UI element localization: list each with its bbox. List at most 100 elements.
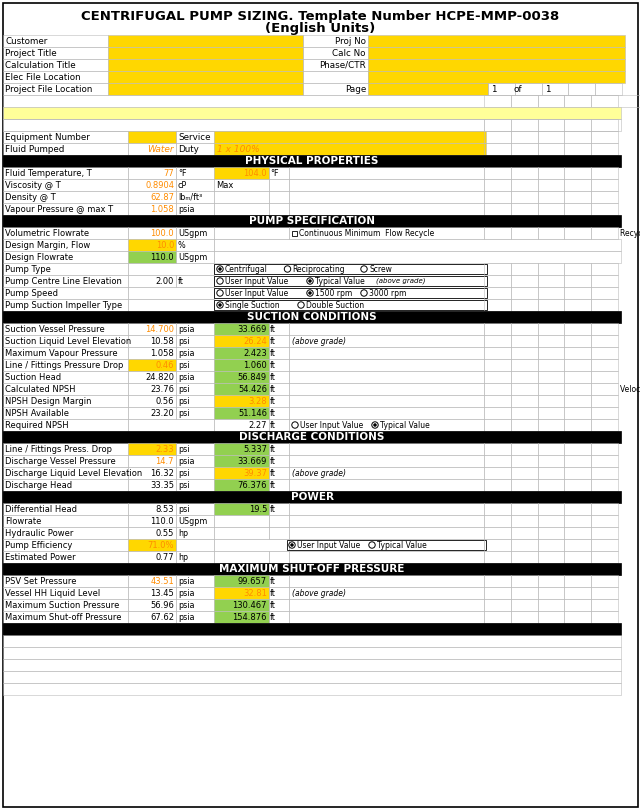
Bar [214,611,269,623]
Text: psia: psia [178,457,195,466]
Bar [214,383,269,395]
Text: 1500 rpm: 1500 rpm [315,288,352,297]
Bar [176,131,214,143]
Text: Single Suction: Single Suction [225,301,280,309]
Bar [538,203,564,215]
Bar [591,359,618,371]
Bar [511,191,538,203]
Bar [484,503,511,515]
Bar [269,455,289,467]
Bar [484,179,511,191]
Bar [3,515,128,527]
Bar [538,407,564,419]
Text: °F: °F [270,168,278,177]
Text: psia: psia [178,373,195,382]
Text: °F: °F [178,168,186,177]
Bar [3,71,108,83]
Bar [289,227,484,239]
Bar [214,143,486,155]
Bar [269,371,289,383]
Bar [289,587,484,599]
Bar [515,83,541,95]
Bar [591,167,618,179]
Text: Pump Type: Pump Type [5,265,51,274]
Text: 0.56: 0.56 [156,397,174,406]
Bar [289,575,484,587]
Bar [214,407,269,419]
Text: ft: ft [270,360,276,369]
Bar [128,443,176,455]
Bar [3,263,128,275]
Text: USgpm: USgpm [178,253,207,262]
Text: PUMP SPECIFICATION: PUMP SPECIFICATION [249,216,375,226]
Bar [484,203,511,215]
Bar [564,539,591,551]
Text: Velocity Head Info: Velocity Head Info [620,385,640,394]
Bar [511,167,538,179]
Text: 76.376: 76.376 [237,480,267,489]
Bar [176,203,214,215]
Text: 19.5: 19.5 [248,505,267,514]
Bar [3,191,128,203]
Bar [511,143,538,155]
Bar [564,587,591,599]
Bar [289,407,484,419]
Circle shape [284,266,291,272]
Bar [591,551,618,563]
Bar [591,599,618,611]
Bar [591,527,618,539]
Bar [214,300,487,310]
Bar [3,119,484,131]
Text: 23.76: 23.76 [150,385,174,394]
Bar [214,191,269,203]
Circle shape [298,302,304,308]
Text: ft: ft [270,505,276,514]
Bar [176,359,214,371]
Text: 56.96: 56.96 [150,600,174,609]
Text: Phase/CTR: Phase/CTR [319,61,366,70]
Bar [128,347,176,359]
Bar [176,587,214,599]
Text: cP: cP [178,181,188,190]
Bar [3,395,128,407]
Bar [289,443,484,455]
Text: psia: psia [178,612,195,621]
Text: Customer: Customer [5,36,47,45]
Bar [128,611,176,623]
Bar [484,347,511,359]
Bar [564,143,591,155]
Bar [538,119,564,131]
Text: Line / Fittings Press. Drop: Line / Fittings Press. Drop [5,445,112,454]
Bar [128,335,176,347]
Bar [214,276,487,286]
Text: 26.24: 26.24 [243,336,267,346]
Bar [108,59,303,71]
Text: Pump Speed: Pump Speed [5,288,58,297]
Text: Estimated Power: Estimated Power [5,552,76,561]
Text: 3000 rpm: 3000 rpm [369,288,406,297]
Text: 3.28: 3.28 [248,397,267,406]
Text: Calc No: Calc No [333,49,366,58]
Bar [3,455,128,467]
Bar [591,119,618,131]
Bar [538,323,564,335]
Bar [3,323,128,335]
Text: 23.20: 23.20 [150,408,174,417]
Bar [591,131,618,143]
Bar [3,383,128,395]
Text: ft: ft [270,397,276,406]
Bar [484,323,511,335]
Bar [368,59,625,71]
Bar [564,467,591,479]
Bar [269,575,289,587]
Text: Screw: Screw [369,265,392,274]
Bar [511,395,538,407]
Bar [128,575,176,587]
Bar [269,503,289,515]
Bar [538,383,564,395]
Bar [176,371,214,383]
Bar [128,131,176,143]
Text: 1.060: 1.060 [243,360,267,369]
Circle shape [292,422,298,428]
Bar [368,71,488,83]
